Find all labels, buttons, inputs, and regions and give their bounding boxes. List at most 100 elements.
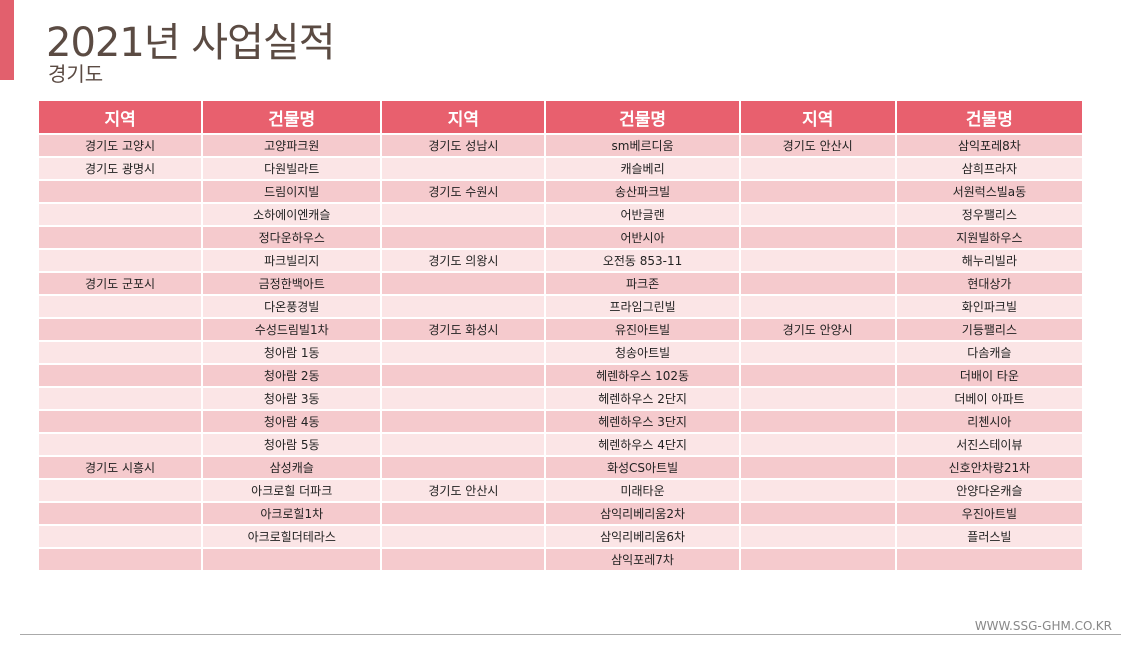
table-cell: 삼익포레8차 — [896, 135, 1082, 156]
footer-rule — [20, 634, 1121, 635]
table-cell: 송산파크빌 — [546, 181, 739, 202]
table-cell: 화인파크빌 — [896, 296, 1082, 317]
table-cell: 더베이 아파트 — [896, 388, 1082, 409]
column-header: 건물명 — [546, 101, 739, 133]
empty-cell — [39, 503, 202, 524]
table-cell: 오전동 853-11 — [546, 250, 739, 271]
table-cell: 청아람 5동 — [203, 434, 381, 455]
table-cell: 플러스빌 — [896, 526, 1082, 547]
empty-cell — [39, 388, 202, 409]
empty-cell — [740, 457, 895, 478]
empty-cell — [740, 480, 895, 501]
table-cell: 헤렌하우스 2단지 — [546, 388, 739, 409]
table-cell: 다솜캐슬 — [896, 342, 1082, 363]
table-cell: 신호안차량21차 — [896, 457, 1082, 478]
table-cell: 정우팰리스 — [896, 204, 1082, 225]
table-cell: 헤렌하우스 3단지 — [546, 411, 739, 432]
empty-cell — [203, 549, 381, 570]
table-cell: 삼익포레7차 — [546, 549, 739, 570]
table-cell: 리첸시아 — [896, 411, 1082, 432]
empty-cell — [740, 204, 895, 225]
table-row: 경기도 군포시 금정한백아트 파크존 현대상가 — [39, 273, 1082, 294]
table-row: 청아람 2동 헤렌하우스 102동 더배이 타운 — [39, 365, 1082, 386]
column-header: 지역 — [39, 101, 202, 133]
table-cell: 더배이 타운 — [896, 365, 1082, 386]
empty-cell — [740, 434, 895, 455]
table-row: 청아람 5동 헤렌하우스 4단지 서진스테이뷰 — [39, 434, 1082, 455]
table-row: 소하에이엔캐슬 어반글랜 정우팰리스 — [39, 204, 1082, 225]
table-cell: 경기도 광명시 — [39, 158, 202, 179]
empty-cell — [740, 526, 895, 547]
table-cell: 정다운하우스 — [203, 227, 381, 248]
empty-cell — [740, 250, 895, 271]
table-cell: 프라임그린빌 — [546, 296, 739, 317]
empty-cell — [39, 549, 202, 570]
table-cell: 어반글랜 — [546, 204, 739, 225]
empty-cell — [382, 204, 545, 225]
table-row: 아크로힐 더파크 경기도 안산시 미래타운 안양다온캐슬 — [39, 480, 1082, 501]
table-cell: 지원빌하우스 — [896, 227, 1082, 248]
column-header: 건물명 — [203, 101, 381, 133]
table-cell: 금정한백아트 — [203, 273, 381, 294]
table-row: 청아람 3동 헤렌하우스 2단지 더베이 아파트 — [39, 388, 1082, 409]
empty-cell — [740, 296, 895, 317]
empty-cell — [382, 434, 545, 455]
table-cell: 해누리빌라 — [896, 250, 1082, 271]
table-cell: sm베르디움 — [546, 135, 739, 156]
table-row: 아크로힐1차 삼익리베리움2차 우진아트빌 — [39, 503, 1082, 524]
table-cell: 파크존 — [546, 273, 739, 294]
empty-cell — [39, 250, 202, 271]
table-cell: 청아람 4동 — [203, 411, 381, 432]
table-row: 파크빌리지 경기도 의왕시 오전동 853-11 해누리빌라 — [39, 250, 1082, 271]
empty-cell — [382, 158, 545, 179]
table-cell: 경기도 고양시 — [39, 135, 202, 156]
empty-cell — [382, 365, 545, 386]
table-cell: 파크빌리지 — [203, 250, 381, 271]
table-cell: 드림이지빌 — [203, 181, 381, 202]
empty-cell — [382, 526, 545, 547]
table-cell: 청아람 1동 — [203, 342, 381, 363]
table-cell: 캐슬베리 — [546, 158, 739, 179]
title: 2021년 사업실적 — [46, 20, 336, 66]
empty-cell — [39, 342, 202, 363]
table-cell: 안양다온캐슬 — [896, 480, 1082, 501]
table-cell: 우진아트빌 — [896, 503, 1082, 524]
table-row: 아크로힐더테라스 삼익리베리움6차 플러스빌 — [39, 526, 1082, 547]
empty-cell — [896, 549, 1082, 570]
empty-cell — [382, 503, 545, 524]
table-cell: 서원럭스빌a동 — [896, 181, 1082, 202]
column-header: 지역 — [740, 101, 895, 133]
table-cell: 아크로힐 더파크 — [203, 480, 381, 501]
table-cell: 경기도 군포시 — [39, 273, 202, 294]
table-cell: 삼익리베리움2차 — [546, 503, 739, 524]
table-cell: 헤렌하우스 4단지 — [546, 434, 739, 455]
table-cell: 기등팰리스 — [896, 319, 1082, 340]
table-cell: 소하에이엔캐슬 — [203, 204, 381, 225]
table-row: 정다운하우스 어반시아 지원빌하우스 — [39, 227, 1082, 248]
table-row: 경기도 시흥시 삼성캐슬 화성CS아트빌 신호안차량21차 — [39, 457, 1082, 478]
table-cell: 서진스테이뷰 — [896, 434, 1082, 455]
empty-cell — [740, 388, 895, 409]
table-row: 청아람 4동 헤렌하우스 3단지 리첸시아 — [39, 411, 1082, 432]
table-row: 드림이지빌 경기도 수원시 송산파크빌 서원럭스빌a동 — [39, 181, 1082, 202]
table-cell: 다온풍경빌 — [203, 296, 381, 317]
table-cell: 경기도 수원시 — [382, 181, 545, 202]
empty-cell — [39, 526, 202, 547]
table-cell: 고양파크원 — [203, 135, 381, 156]
table-cell: 경기도 의왕시 — [382, 250, 545, 271]
table-cell: 청송아트빌 — [546, 342, 739, 363]
table-cell: 현대상가 — [896, 273, 1082, 294]
empty-cell — [740, 549, 895, 570]
table-cell: 화성CS아트빌 — [546, 457, 739, 478]
subtitle: 경기도 — [48, 62, 104, 86]
empty-cell — [39, 434, 202, 455]
empty-cell — [39, 204, 202, 225]
table-cell: 수성드림빌1차 — [203, 319, 381, 340]
empty-cell — [39, 296, 202, 317]
table-cell: 경기도 안산시 — [382, 480, 545, 501]
empty-cell — [39, 411, 202, 432]
table-row: 수성드림빌1차 경기도 화성시 유진아트빌 경기도 안양시 기등팰리스 — [39, 319, 1082, 340]
empty-cell — [382, 388, 545, 409]
empty-cell — [740, 273, 895, 294]
